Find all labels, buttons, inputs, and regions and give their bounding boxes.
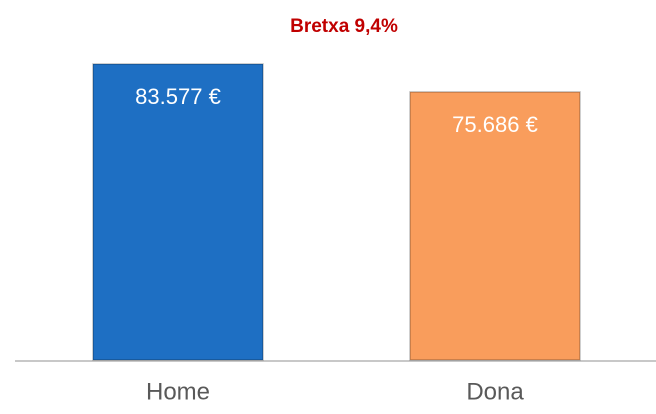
bar [92, 63, 264, 361]
chart-title: Bretxa 9,4% [290, 16, 398, 37]
x-tick-label: Home [146, 378, 210, 405]
bar [409, 91, 581, 361]
value-label: 83.577 € [135, 84, 221, 109]
x-tick-label: Dona [466, 378, 524, 405]
value-label: 75.686 € [452, 112, 538, 137]
